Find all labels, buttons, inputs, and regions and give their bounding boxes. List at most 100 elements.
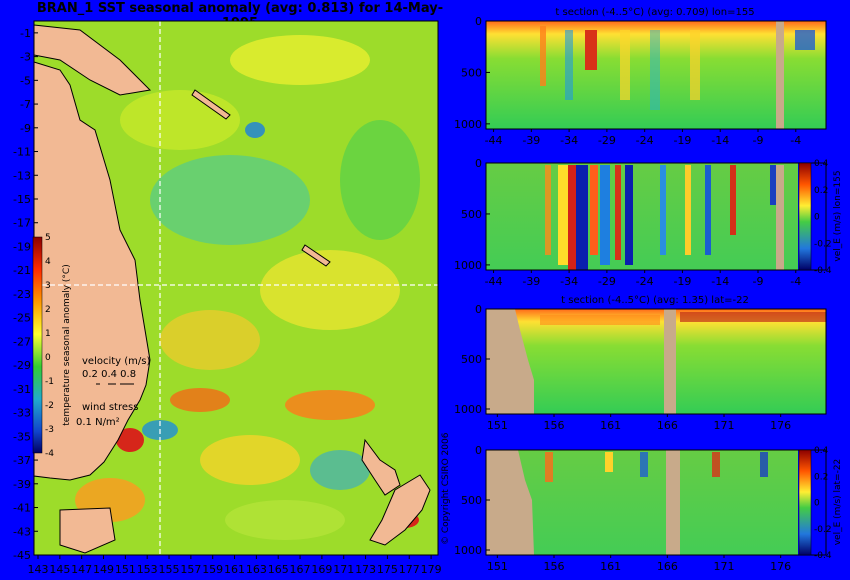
section-3-x-tick-label: 151: [487, 419, 508, 432]
velocity-legend-label: velocity (m/s): [82, 356, 150, 367]
map-y-tick-label: -3: [20, 51, 31, 64]
section-3-y-tick-label: 0: [475, 303, 482, 316]
section-2-colorbar-tick-label: 0.4: [814, 159, 829, 169]
sst-map-panel: -1-3-5-7-9-11-13-15-17-19-21-23-25-27-29…: [13, 20, 451, 576]
section-4-y-tick-label: 0: [475, 444, 482, 457]
section-1-x-tick-label: -4: [790, 134, 801, 147]
sst-colorbar-tick-label: -4: [45, 449, 54, 459]
section-2-colorbar-label: vel_E (m/s) lon=155: [833, 170, 843, 261]
map-x-tick-label: 147: [71, 563, 92, 576]
section-4-colorbar-tick-label: 0.2: [814, 472, 828, 482]
map-y-tick-label: -25: [13, 312, 31, 325]
section-3-x-ticks: 151 156 161 166 171 176: [487, 414, 791, 432]
map-x-tick-label: 159: [202, 563, 223, 576]
sst-colorbar-tick-label: 5: [45, 233, 51, 243]
map-y-tick-label: -29: [13, 359, 31, 372]
map-y-tick-label: -45: [13, 549, 31, 562]
section-2-colorbar-tick-label: -0.4: [814, 266, 832, 276]
section-3-x-tick-label: 166: [657, 419, 678, 432]
map-x-tick-label: 149: [93, 563, 114, 576]
section-4-x-tick-label: 176: [770, 560, 791, 573]
map-y-ticks: -1 -3 -5 -7 -9 -11 -13 -15 -17 -19 -21 -23 -25 -27 -29…: [13, 27, 38, 562]
sst-colorbar-label: temperature seasonal anomaly (°C): [62, 264, 72, 425]
sst-colorbar-tick-label: -3: [45, 425, 54, 435]
section-2-colorbar-tick-label: 0.2: [814, 186, 828, 196]
section-1-x-tick-label: -29: [598, 134, 616, 147]
map-y-tick-label: -5: [20, 74, 31, 87]
new-zealand-north-land: [361, 438, 401, 496]
section-2-colorbar-ticks: 0.4 0.2 0 -0.2 -0.4: [814, 159, 832, 276]
section-2-x-tick-label: -24: [636, 275, 654, 288]
map-y-tick-label: -43: [13, 525, 31, 538]
map-x-tick-label: 169: [311, 563, 332, 576]
map-x-tick-label: 145: [49, 563, 70, 576]
map-x-tick-label: 179: [421, 563, 442, 576]
map-x-tick-label: 173: [355, 563, 376, 576]
map-x-tick-label: 157: [180, 563, 201, 576]
section-2-x-tick-label: -14: [711, 275, 729, 288]
velocity-legend-values: 0.2 0.4 0.8: [82, 369, 136, 380]
map-y-tick-label: -39: [13, 478, 31, 491]
section-panel-3: t section (-4..5°C) (avg: 1.35) lat=-22 …: [454, 295, 827, 432]
section-2-x-tick-label: -44: [485, 275, 503, 288]
map-y-tick-label: -27: [13, 335, 31, 348]
map-x-tick-label: 151: [115, 563, 136, 576]
section-2-x-tick-label: -4: [790, 275, 801, 288]
section-4-x-tick-label: 156: [544, 560, 565, 573]
section-2-colorbar: [798, 162, 812, 271]
copyright: © Copyright CSIRO 2006: [441, 432, 451, 545]
section-2-x-tick-label: -9: [753, 275, 764, 288]
section-3-frame: [485, 308, 827, 415]
section-4-colorbar-tick-label: -0.4: [814, 551, 832, 561]
section-2-y-tick-label: 500: [461, 208, 482, 221]
section-4-colorbar-ticks: 0.4 0.2 0 -0.2 -0.4: [814, 446, 832, 561]
section-3-x-tick-label: 156: [544, 419, 565, 432]
section-4-colorbar-tick-label: 0.4: [814, 446, 829, 456]
section-4-x-tick-label: 151: [487, 560, 508, 573]
map-x-tick-label: 161: [224, 563, 245, 576]
map-anomaly-patches: [75, 35, 420, 540]
section-2-colorbar-tick-label: 0: [814, 213, 820, 223]
section-2-features: [545, 165, 784, 270]
map-x-tick-label: 171: [333, 563, 354, 576]
wind-stress-value: 0.1 N/m²: [76, 417, 120, 428]
section-3-features: [486, 309, 826, 414]
sst-colorbar-tick-label: 1: [45, 329, 51, 339]
section-1-x-tick-label: -24: [636, 134, 654, 147]
section-2-frame: [485, 162, 827, 271]
map-x-tick-label: 163: [246, 563, 267, 576]
map-y-tick-label: -33: [13, 407, 31, 420]
section-4-land: [486, 450, 534, 555]
sst-colorbar-ticks: 5 4 3 2 1 0 -1 -2 -3 -4: [45, 233, 54, 459]
section-4-colorbar-tick-label: -0.2: [814, 525, 832, 535]
map-y-tick-label: -41: [13, 502, 31, 515]
section-2-y-tick-label: 0: [475, 157, 482, 170]
section-2-field: [486, 163, 798, 270]
map-y-tick-label: -13: [13, 169, 31, 182]
map-x-tick-label: 167: [290, 563, 311, 576]
section-4-features: [486, 450, 768, 555]
section-1-y-tick-label: 0: [475, 15, 482, 28]
section-1-y-tick-label: 1000: [454, 118, 482, 131]
section-4-x-tick-label: 171: [714, 560, 735, 573]
map-y-tick-label: -35: [13, 430, 31, 443]
section-3-y-ticks: 0 500 1000: [454, 303, 490, 416]
map-x-tick-label: 155: [159, 563, 180, 576]
map-x-tick-label: 143: [28, 563, 49, 576]
section-3-x-tick-label: 171: [714, 419, 735, 432]
map-y-tick-label: -15: [13, 193, 31, 206]
section-1-x-tick-label: -19: [673, 134, 691, 147]
section-2-x-tick-label: -29: [598, 275, 616, 288]
section-3-x-tick-label: 161: [600, 419, 621, 432]
section-4-x-ticks: 151 156 161 166 171 176: [487, 555, 791, 573]
sst-colorbar-tick-label: 0: [45, 353, 51, 363]
papua-land: [33, 24, 152, 96]
section-2-x-ticks: -44 -39 -34 -29 -24 -19 -14 -9 -4: [485, 270, 801, 288]
section-4-y-ticks: 0 500 1000: [454, 444, 490, 557]
sst-colorbar: [32, 236, 43, 454]
section-1-x-tick-label: -34: [560, 134, 578, 147]
section-1-x-ticks: -44 -39 -34 -29 -24 -19 -14 -9 -4: [485, 129, 801, 147]
sst-colorbar-tick-label: 3: [45, 281, 51, 291]
